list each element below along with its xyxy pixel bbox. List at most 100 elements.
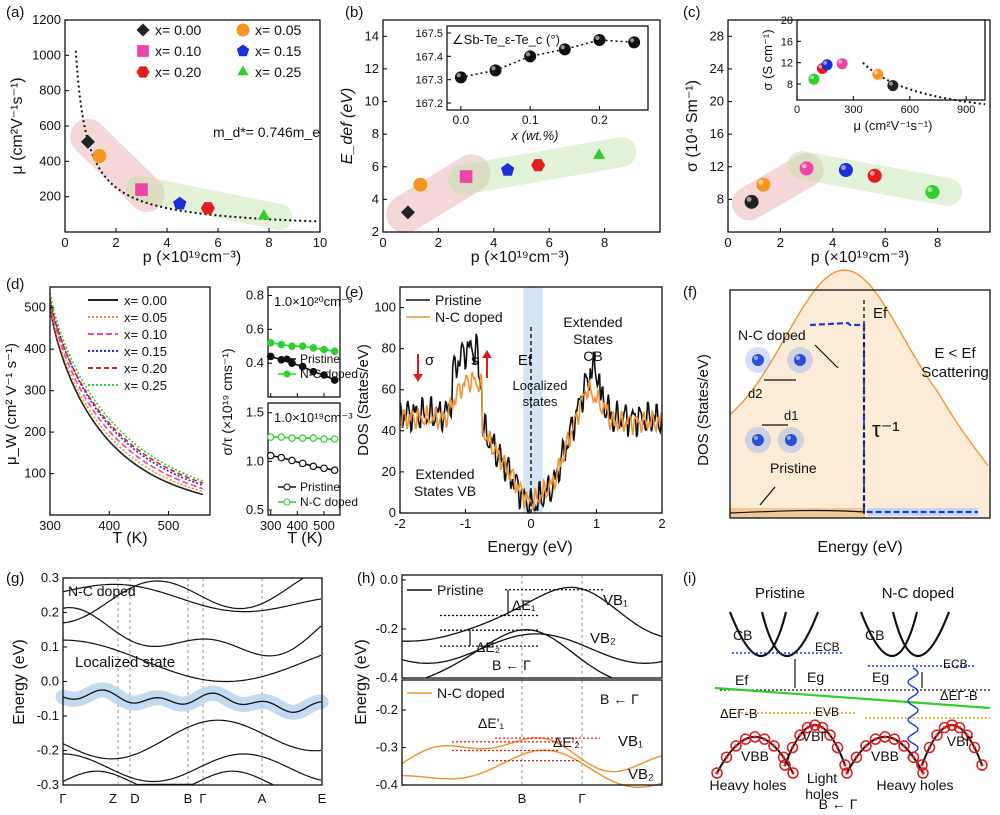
direction-label: B ← Γ (819, 796, 858, 812)
hole-marker (953, 721, 966, 734)
hole-center (921, 771, 925, 775)
x-tick-label: 0 (379, 235, 386, 250)
cb-label: States (573, 331, 613, 347)
ball-body (558, 43, 571, 56)
pristine-point (330, 376, 339, 384)
inset-point (593, 34, 606, 46)
hole-marker (850, 751, 863, 763)
hole-marker (917, 767, 929, 779)
inset-x-label: μ (cm²V⁻¹s⁻¹) (854, 118, 933, 133)
cb-pristine-right (760, 611, 820, 658)
y-tick-label: 12 (710, 159, 724, 174)
panel-g: (g)-0.3-0.2-0.10.00.10.20.3Γ Z D B Γ A EN-C do… (6, 570, 329, 806)
y-tick-label: 100 (374, 300, 396, 315)
cb-label: CB (583, 348, 602, 364)
y-axis-label: μ (cm²V⁻¹s⁻¹) (9, 77, 26, 174)
panel-a: (a) 0 2 4 6 8 10 200 400 600 800 1000 1200 x= 0.00 x= … (6, 4, 327, 266)
plot-frame (382, 19, 661, 233)
de-label: ΔEΓ-B (940, 688, 978, 703)
x-tick-label: 4 (163, 235, 170, 250)
doped-point (330, 347, 339, 356)
ball-highlight (869, 170, 875, 176)
k-point-label: B (184, 791, 193, 806)
ball-highlight (753, 435, 759, 440)
pristine-ball (785, 434, 797, 446)
panel-label: (d) (6, 276, 24, 293)
x-tick-label: 0.2 (591, 113, 608, 127)
series-line (49, 299, 204, 484)
legend-marker (283, 355, 291, 363)
y-tick-label: -0.2 (376, 702, 398, 717)
cb-label: Extended (563, 314, 622, 330)
ball-body (752, 354, 764, 366)
panel-label: (a) (6, 4, 24, 21)
y-tick-label: 28 (710, 28, 724, 43)
x-tick-label: 8 (934, 235, 941, 250)
inset-x-label: x (wt.%) (511, 128, 559, 143)
data-point (173, 196, 187, 210)
y-tick-label: -0.1 (37, 708, 59, 723)
legend-label: x= 0.10 (155, 43, 202, 59)
y-tick-label: 300 (24, 383, 46, 398)
x-axis-label: T (K) (112, 530, 147, 547)
y-tick-label: 0 (389, 505, 396, 520)
ef-label: Ef (518, 352, 533, 369)
tau-label: τ⁻¹ (872, 417, 900, 442)
x-tick-label: 6 (214, 235, 221, 250)
ball-highlight (456, 73, 461, 78)
x-tick-label: 400 (286, 518, 308, 533)
y-tick-label: 1.0 (246, 453, 264, 468)
legend-label: x= 0.05 (255, 22, 302, 38)
y-tick-label: 24 (710, 61, 724, 76)
hole-marker (938, 721, 951, 734)
plot-frame (446, 25, 649, 111)
pristine-point (330, 466, 339, 475)
ball-highlight (823, 60, 828, 65)
hole-center (965, 733, 969, 737)
hole-marker (916, 759, 928, 771)
ef-label: Ef (873, 305, 888, 322)
doped-point (298, 342, 307, 351)
doped-label: N-C doped (738, 327, 806, 343)
hole-center (864, 744, 868, 748)
hole-marker (768, 740, 780, 752)
y-tick-label: -0.2 (376, 621, 398, 636)
y-tick-label: -0.3 (376, 740, 398, 755)
hole-center (744, 737, 747, 741)
vb2p-label: VB₂ (628, 766, 654, 783)
hole-marker (809, 719, 821, 731)
pristine-point (266, 451, 275, 460)
inset-point (872, 68, 884, 80)
pristine-point (320, 371, 328, 379)
hole-marker (931, 729, 943, 741)
heavy-label: Heavy holes (709, 777, 786, 793)
k-point-label: Γ (199, 791, 206, 806)
hole-center (715, 771, 719, 775)
cb-doped-right (891, 611, 951, 658)
pristine-arrow (759, 486, 776, 506)
x-tick-label: 900 (957, 104, 975, 116)
y-tick-label: 0.2 (41, 605, 59, 620)
inset-point (887, 80, 899, 92)
pristine-point (309, 367, 318, 376)
legend-label: Pristine (300, 352, 340, 366)
top-frame (401, 574, 663, 679)
x-tick-label: 1 (593, 516, 600, 531)
doped-label: N-C doped (68, 583, 136, 599)
data-point (413, 177, 428, 192)
dopant-ball (794, 354, 806, 366)
y-tick-label: 14 (365, 28, 379, 43)
y-tick-label: 12 (781, 58, 793, 70)
data-point (756, 177, 771, 192)
d2-label: d2 (748, 386, 762, 401)
pristine-point (298, 459, 307, 468)
hole-marker (907, 751, 920, 763)
hole-center (783, 763, 787, 767)
y-tick-label: 0.8 (246, 287, 264, 302)
x-tick-label: 2 (658, 516, 665, 531)
vb-label: Extended (415, 466, 474, 482)
pristine-point (298, 362, 307, 371)
k-point-label: B (518, 791, 527, 806)
dos-fill (730, 270, 990, 518)
